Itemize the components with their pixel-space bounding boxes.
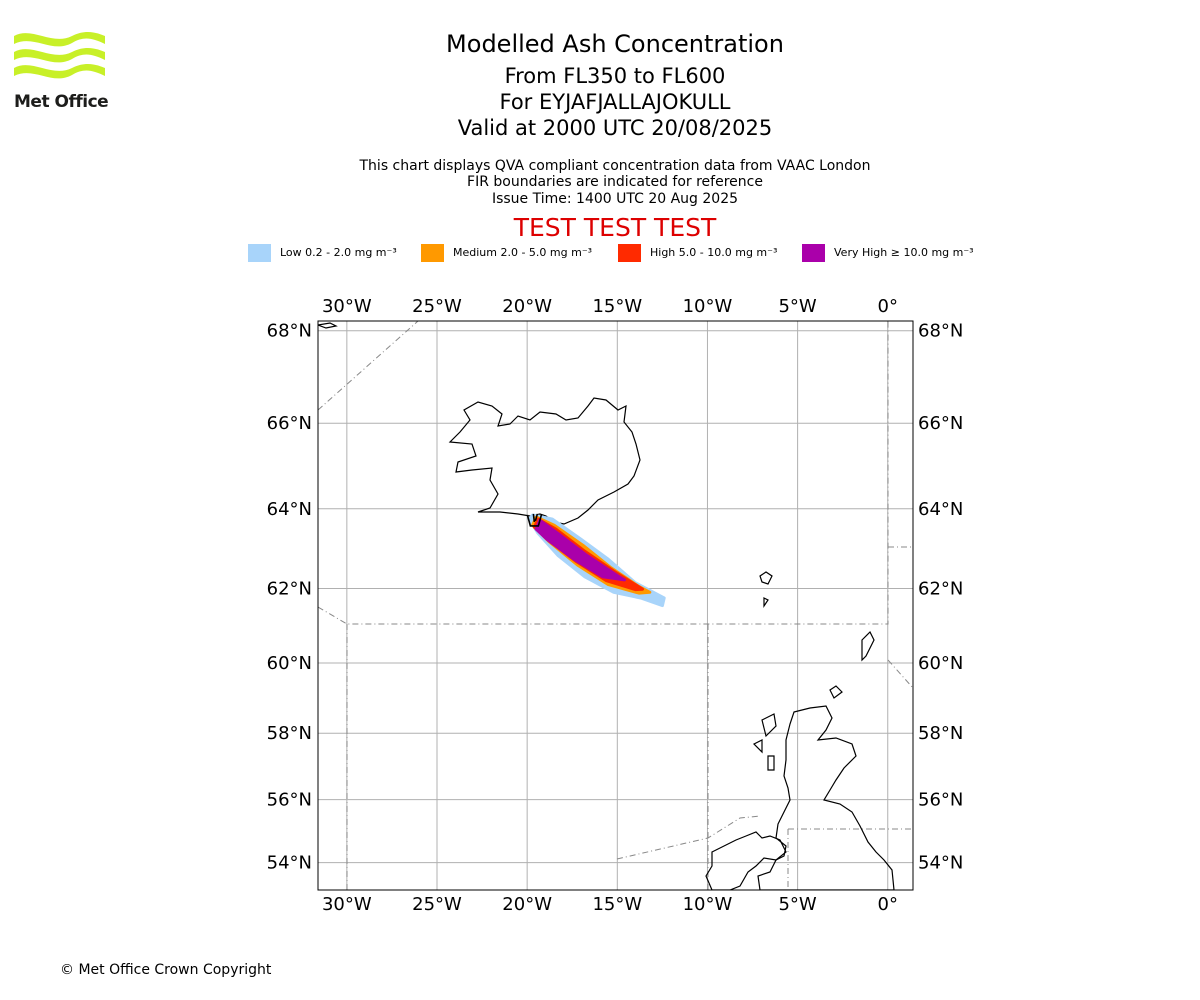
legend-swatch-very-high	[802, 244, 825, 262]
issue-time: Issue Time: 1400 UTC 20 Aug 2025	[491, 191, 739, 207]
scotland-coastline	[757, 705, 895, 890]
copyright-notice: © Met Office Crown Copyright	[60, 962, 272, 978]
volcano-vent-icon	[526, 513, 543, 527]
legend-swatch-medium	[421, 244, 444, 262]
iceland-coastline	[448, 397, 641, 525]
met-office-logo	[12, 28, 112, 118]
lat-tick-label-right: 58°N	[918, 723, 963, 744]
logo-text: Met Office	[14, 92, 109, 112]
lon-tick-label-bottom: 20°W	[502, 894, 552, 915]
compliance-note: This chart displays QVA compliant concen…	[359, 158, 871, 174]
lon-tick-label-top: 15°W	[592, 296, 642, 317]
lat-tick-label-right: 62°N	[918, 578, 963, 599]
lat-tick-label-left: 62°N	[267, 578, 312, 599]
lat-tick-label-left: 58°N	[267, 723, 312, 744]
legend-swatch-low	[248, 244, 271, 262]
volcano-vent	[526, 513, 543, 527]
fir-boundary-line	[887, 659, 913, 689]
fir-boundary-line	[318, 321, 419, 411]
lat-tick-label-right: 60°N	[918, 653, 963, 674]
gridlines	[318, 321, 913, 890]
legend-label-high: High 5.0 - 10.0 mg m⁻³	[650, 246, 778, 259]
lon-tick-label-top: 25°W	[412, 296, 462, 317]
shetland-islands	[861, 630, 875, 662]
flight-levels: From FL350 to FL600	[504, 64, 726, 88]
fir-note: FIR boundaries are indicated for referen…	[467, 174, 763, 190]
lon-tick-label-bottom: 5°W	[778, 894, 816, 915]
lat-tick-label-left: 68°N	[267, 321, 312, 342]
lat-tick-label-right: 64°N	[918, 499, 963, 520]
ash-band-very-high	[534, 518, 626, 582]
lon-tick-label-top: 0°	[878, 296, 898, 317]
legend-label-very-high: Very High ≥ 10.0 mg m⁻³	[834, 246, 974, 259]
orkney-islands	[829, 685, 843, 699]
fir-boundary-line	[318, 321, 889, 625]
met-office-waves-icon	[14, 31, 105, 79]
lat-tick-label-right: 54°N	[918, 853, 963, 874]
lon-tick-label-top: 30°W	[322, 296, 372, 317]
lon-tick-label-bottom: 25°W	[412, 894, 462, 915]
lat-tick-label-right: 56°N	[918, 790, 963, 811]
legend-label-low: Low 0.2 - 2.0 mg m⁻³	[280, 246, 397, 259]
volcano-name: For EYJAFJALLAJOKULL	[499, 90, 731, 114]
valid-time: Valid at 2000 UTC 20/08/2025	[457, 116, 773, 140]
axis-tick-labels: 30°W 30°W 25°W 25°W 20°W 20°W 15°W 15°W 10°W 10°W…	[267, 296, 964, 915]
lon-tick-label-top: 5°W	[778, 296, 816, 317]
lon-tick-label-bottom: 15°W	[592, 894, 642, 915]
coastlines	[318, 322, 895, 890]
lat-tick-label-left: 60°N	[267, 653, 312, 674]
lon-tick-label-top: 20°W	[502, 296, 552, 317]
lat-tick-label-left: 64°N	[267, 499, 312, 520]
lat-tick-label-left: 56°N	[267, 790, 312, 811]
fir-boundaries	[318, 321, 913, 890]
test-banner: TEST TEST TEST	[513, 213, 717, 242]
lat-tick-label-left: 66°N	[267, 413, 312, 434]
fir-boundary-line	[616, 815, 761, 860]
hebrides-islands	[752, 713, 777, 771]
map-frame	[317, 320, 914, 891]
ash-plume	[527, 513, 666, 608]
lon-tick-label-bottom: 0°	[878, 894, 898, 915]
lon-tick-label-bottom: 30°W	[322, 894, 372, 915]
lat-tick-label-left: 54°N	[267, 853, 312, 874]
faroe-islands	[759, 571, 773, 608]
ireland-coastline	[705, 831, 787, 890]
lon-tick-label-bottom: 10°W	[683, 894, 733, 915]
chart-title: Modelled Ash Concentration	[446, 30, 784, 58]
legend-label-medium: Medium 2.0 - 5.0 mg m⁻³	[453, 246, 593, 259]
greenland-edge	[318, 322, 338, 329]
lat-tick-label-right: 66°N	[918, 413, 963, 434]
lat-tick-label-right: 68°N	[918, 321, 963, 342]
legend-swatch-high	[618, 244, 641, 262]
lon-tick-label-top: 10°W	[683, 296, 733, 317]
